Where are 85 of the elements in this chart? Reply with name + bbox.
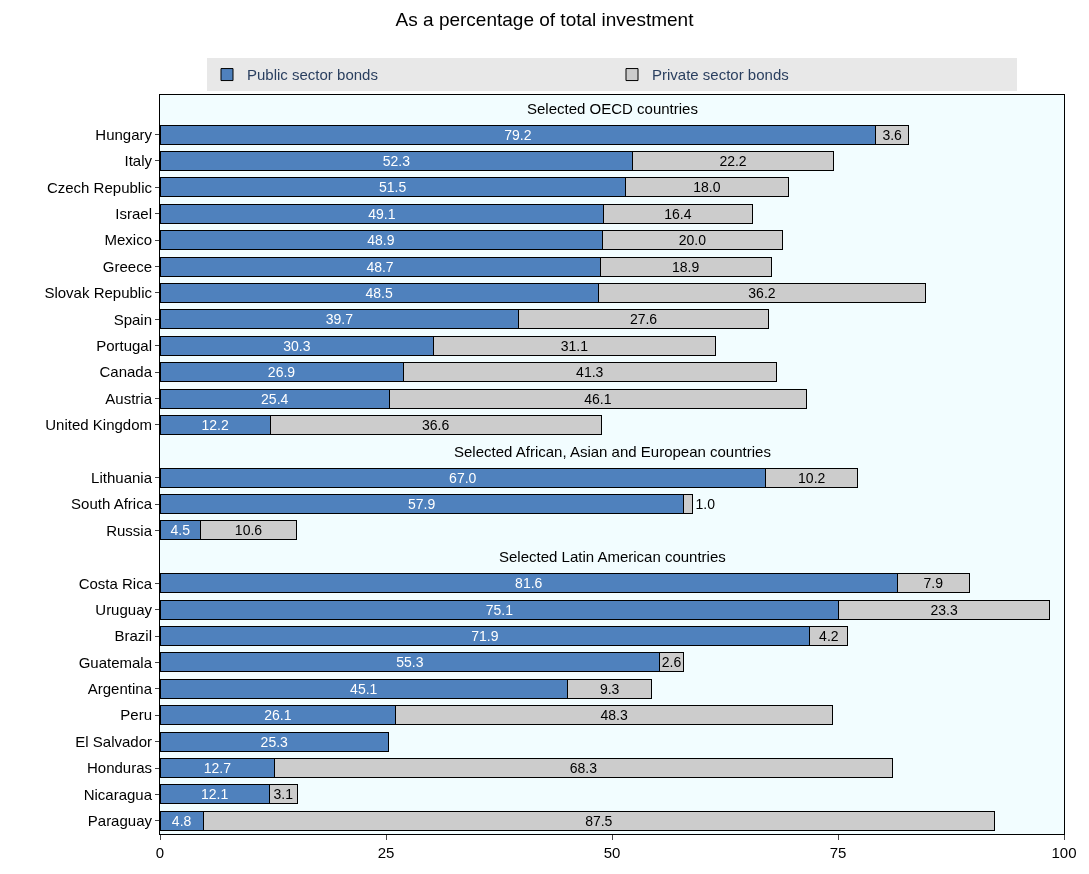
data-label: 18.0 — [693, 179, 721, 196]
data-label: 4.8 — [171, 812, 192, 829]
y-tick-label: Spain — [113, 310, 152, 328]
y-tick-label: Italy — [124, 152, 153, 170]
data-label: 48.3 — [600, 707, 628, 724]
data-label: 48.7 — [366, 258, 394, 275]
data-label: 48.9 — [367, 232, 395, 249]
data-label: 3.6 — [882, 126, 903, 143]
x-tick-label: 50 — [603, 844, 621, 861]
data-label: 1.0 — [695, 496, 716, 513]
data-label: 79.2 — [504, 126, 532, 143]
y-tick-label: Brazil — [114, 627, 152, 645]
data-label: 12.2 — [201, 416, 229, 433]
y-tick-label: Honduras — [86, 759, 152, 777]
x-tick-label: 100 — [1051, 844, 1077, 861]
data-label: 46.1 — [584, 390, 612, 407]
y-tick-label: United Kingdom — [45, 416, 152, 434]
y-tick-label: Russia — [106, 521, 153, 539]
data-label: 57.9 — [407, 496, 436, 513]
y-tick-label: Hungary — [95, 125, 153, 143]
data-label: 9.3 — [599, 680, 620, 697]
data-label: 25.4 — [261, 390, 289, 407]
data-label: 23.3 — [930, 601, 958, 618]
data-label: 10.2 — [798, 469, 826, 486]
data-label: 36.6 — [421, 416, 450, 433]
y-tick-label: Nicaragua — [83, 785, 153, 803]
data-label: 26.1 — [264, 707, 292, 724]
y-tick-label: Greece — [102, 257, 152, 275]
data-label: 2.6 — [661, 654, 682, 671]
data-label: 26.9 — [267, 364, 296, 381]
annotation: Selected Latin American countries — [499, 548, 726, 565]
data-label: 22.2 — [719, 152, 747, 169]
x-tick-label: 0 — [155, 844, 165, 861]
data-label: 87.5 — [585, 812, 613, 829]
data-label: 3.1 — [273, 786, 294, 803]
chart-title: As a percentage of total investment — [395, 9, 695, 31]
data-label: 67.0 — [449, 469, 477, 486]
data-label: 45.1 — [350, 680, 378, 697]
annotation: Selected OECD countries — [527, 100, 698, 117]
data-label: 7.9 — [923, 575, 944, 592]
y-tick-label: Austria — [105, 389, 153, 407]
data-label: 75.1 — [485, 601, 514, 618]
y-tick-label: Guatemala — [78, 653, 153, 671]
legend-label: Public sector bonds — [247, 66, 378, 84]
data-label: 48.5 — [365, 284, 393, 301]
x-tick-label: 75 — [829, 844, 847, 861]
y-tick-label: Argentina — [87, 680, 153, 698]
data-label: 36.2 — [748, 284, 776, 301]
y-tick-label: Czech Republic — [46, 178, 153, 196]
data-label: 10.6 — [234, 522, 263, 539]
data-label: 39.7 — [325, 311, 354, 328]
y-tick-label: Lithuania — [91, 468, 153, 486]
y-tick-label: Israel — [115, 205, 152, 223]
data-label: 20.0 — [678, 232, 707, 249]
legend-label: Private sector bonds — [652, 66, 789, 84]
data-label: 55.3 — [396, 654, 424, 671]
data-label: 41.3 — [576, 364, 604, 381]
y-tick-label: El Salvador — [75, 732, 152, 750]
y-tick-label: Costa Rica — [78, 574, 153, 592]
x-tick-label: 25 — [377, 844, 395, 861]
data-label: 12.1 — [200, 786, 229, 803]
data-label: 52.3 — [382, 152, 411, 169]
y-tick-label: Slovak Republic — [44, 284, 153, 302]
y-tick-label: Portugal — [96, 336, 152, 354]
data-label: 49.1 — [368, 205, 396, 222]
y-tick-label: Paraguay — [87, 812, 153, 830]
data-label: 16.4 — [664, 205, 692, 222]
data-label: 81.6 — [515, 575, 543, 592]
y-tick-label: Mexico — [104, 231, 152, 249]
y-tick-label: South Africa — [71, 495, 153, 513]
data-label: 12.7 — [203, 760, 232, 777]
data-label: 71.9 — [471, 628, 499, 645]
data-label: 27.6 — [629, 311, 658, 328]
data-label: 31.1 — [560, 337, 589, 354]
data-label: 18.9 — [671, 258, 700, 275]
data-label: 30.3 — [283, 337, 311, 354]
data-label: 4.5 — [170, 522, 191, 539]
data-label: 68.3 — [569, 760, 598, 777]
y-tick-label: Canada — [99, 363, 153, 381]
data-label: 51.5 — [379, 179, 407, 196]
data-label: 25.3 — [260, 733, 289, 750]
y-tick-label: Uruguay — [95, 600, 153, 618]
annotation: Selected African, Asian and European countries — [454, 443, 771, 460]
data-label: 4.2 — [819, 628, 839, 645]
y-tick-label: Peru — [120, 706, 152, 724]
